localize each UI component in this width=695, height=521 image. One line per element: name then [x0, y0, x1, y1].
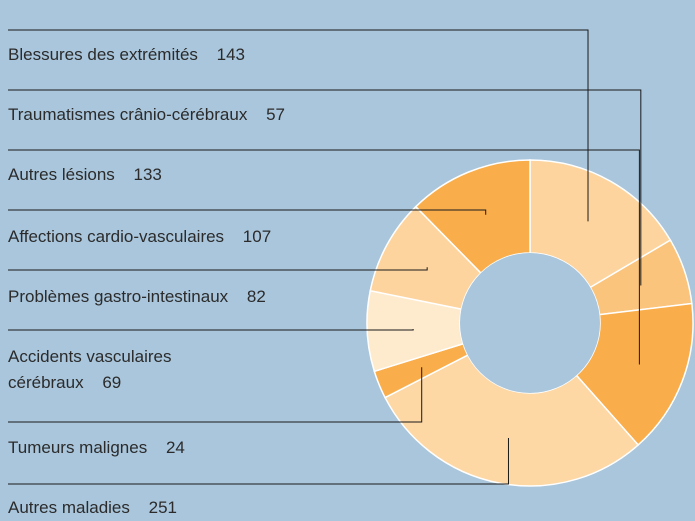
value-label: 133: [133, 165, 162, 184]
label: Affections cardio-vasculaires 107: [8, 224, 271, 250]
leader-line: [8, 89, 642, 286]
category-label: Affections cardio-vasculaires: [8, 227, 225, 246]
category-label: Accidents vasculaires cérébraux: [8, 347, 172, 392]
value-label: 251: [148, 498, 177, 517]
label: Accidents vasculaires cérébraux 69: [8, 344, 238, 396]
leader-line: [8, 29, 589, 222]
leader-line: [8, 367, 423, 423]
label: Autres lésions 133: [8, 162, 162, 188]
leader-line: [8, 438, 509, 485]
value-label: 57: [266, 105, 285, 124]
label: Autres maladies 251: [8, 495, 177, 521]
leader-line: [8, 328, 414, 331]
label: Blessures des extrémités 143: [8, 42, 245, 68]
value-label: 82: [246, 287, 266, 306]
leader-line: [8, 209, 487, 215]
leader-line: [8, 267, 428, 271]
category-label: Autres maladies: [8, 498, 130, 517]
label: Tumeurs malignes 24: [8, 435, 185, 461]
category-label: Traumatismes crânio-cérébraux: [8, 105, 248, 124]
category-label: Autres lésions: [8, 165, 115, 184]
category-label: Tumeurs malignes: [8, 438, 148, 457]
category-label: Blessures des extrémités: [8, 45, 198, 64]
value-label: 107: [242, 227, 272, 246]
label: Problèmes gastro-intestinaux 82: [8, 284, 266, 310]
leader-line: [8, 149, 640, 365]
donut-hole: [460, 253, 600, 393]
value-label: 24: [165, 438, 185, 457]
value-label: 143: [216, 45, 246, 64]
label: Traumatismes crânio-cérébraux 57: [8, 102, 285, 128]
category-label: Problèmes gastro-intestinaux: [8, 287, 229, 306]
value-label: 69: [102, 373, 122, 392]
